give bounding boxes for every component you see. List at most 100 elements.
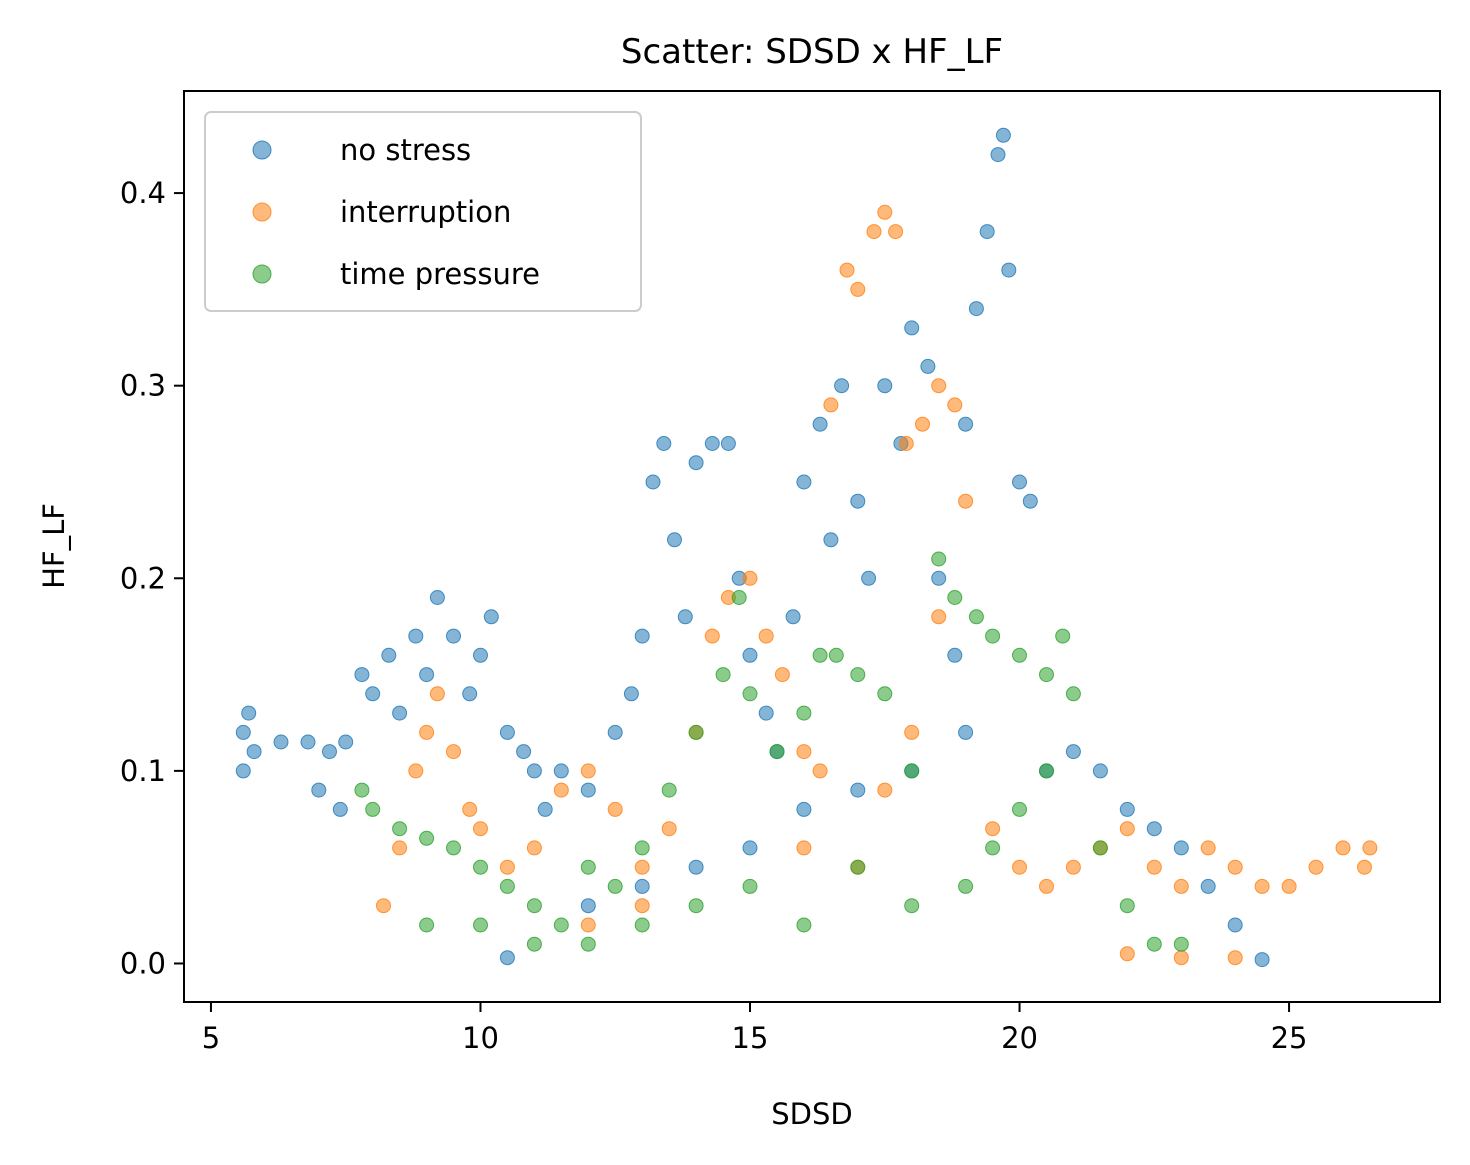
data-point — [1119, 946, 1135, 962]
legend-box — [204, 111, 642, 312]
data-point — [742, 878, 758, 894]
y-axis-label: HF_LF — [37, 503, 71, 589]
data-point — [499, 878, 515, 894]
data-point — [661, 821, 677, 837]
data-point — [1119, 821, 1135, 837]
data-point — [499, 950, 515, 966]
x-tick-label: 25 — [1271, 1021, 1308, 1055]
data-point — [419, 917, 435, 933]
series-interruption — [376, 204, 1378, 966]
data-point — [462, 801, 478, 817]
data-point — [1173, 840, 1189, 856]
data-point — [990, 147, 1006, 163]
data-point — [1039, 878, 1054, 894]
data-point — [877, 378, 893, 394]
data-point — [354, 782, 370, 798]
data-point — [473, 917, 488, 933]
data-point — [623, 686, 639, 702]
y-tick-label: 0.2 — [120, 561, 166, 595]
y-tick-label: 0.0 — [120, 946, 166, 980]
data-point — [392, 821, 408, 837]
data-point — [1022, 493, 1038, 509]
data-point — [1039, 763, 1054, 779]
data-point — [446, 744, 461, 760]
data-point — [607, 724, 623, 740]
data-point — [1092, 840, 1108, 856]
data-point — [720, 436, 736, 451]
data-point — [688, 455, 704, 471]
data-point — [246, 744, 262, 760]
data-point — [473, 647, 488, 663]
legend-label: no stress — [340, 133, 471, 167]
data-point — [516, 744, 532, 760]
data-point — [704, 436, 720, 451]
data-point — [931, 609, 947, 625]
data-point — [920, 358, 936, 374]
data-point — [1308, 859, 1324, 875]
plot-frame — [183, 90, 1441, 1003]
data-point — [537, 801, 553, 817]
data-point — [758, 628, 774, 644]
data-point — [796, 474, 812, 490]
data-point — [823, 397, 839, 413]
data-point — [968, 301, 984, 317]
data-point — [1065, 686, 1081, 702]
data-point — [915, 416, 930, 432]
data-point — [365, 686, 381, 702]
data-point — [1146, 859, 1162, 875]
data-point — [1012, 474, 1027, 490]
data-point — [850, 493, 866, 509]
data-point — [419, 667, 435, 683]
data-point — [1012, 859, 1027, 875]
data-point — [850, 859, 866, 875]
data-point — [607, 801, 623, 817]
data-point — [958, 416, 974, 432]
data-point — [526, 936, 542, 952]
data-point — [392, 705, 408, 721]
data-point — [1012, 647, 1027, 663]
x-axis-ticks: 5 10 15 20 25 — [202, 1002, 1308, 1055]
data-point — [580, 917, 596, 933]
data-point — [877, 686, 893, 702]
data-point — [634, 878, 650, 894]
data-point — [742, 570, 758, 586]
data-point — [985, 628, 1001, 644]
x-tick-label: 15 — [732, 1021, 769, 1055]
data-point — [365, 801, 381, 817]
data-point — [877, 204, 893, 220]
data-point — [499, 859, 515, 875]
chart-title: Scatter: SDSD x HF_LF — [621, 32, 1003, 72]
data-point — [332, 801, 348, 817]
data-point — [1227, 917, 1243, 933]
data-point — [1357, 859, 1372, 875]
data-point — [634, 859, 650, 875]
data-point — [429, 686, 445, 702]
data-point — [947, 647, 963, 663]
data-point — [774, 667, 790, 683]
data-point — [715, 667, 731, 683]
data-point — [300, 734, 316, 750]
data-point — [823, 532, 839, 548]
data-point — [634, 898, 650, 914]
data-point — [376, 898, 391, 914]
data-point — [580, 763, 596, 779]
data-point — [311, 782, 327, 798]
data-point — [796, 744, 812, 760]
data-point — [947, 590, 963, 605]
data-point — [850, 782, 866, 798]
data-point — [473, 859, 488, 875]
data-point — [1012, 801, 1027, 817]
legend-marker — [252, 140, 272, 160]
data-point — [553, 763, 569, 779]
points-layer — [235, 127, 1378, 968]
data-point — [1055, 628, 1071, 644]
data-point — [392, 840, 408, 856]
data-point — [1173, 878, 1189, 894]
data-point — [446, 628, 461, 644]
data-point — [958, 493, 974, 509]
data-point — [338, 734, 354, 750]
data-point — [667, 532, 682, 548]
legend-label: time pressure — [340, 257, 540, 291]
data-point — [526, 763, 542, 779]
data-point — [904, 898, 920, 914]
